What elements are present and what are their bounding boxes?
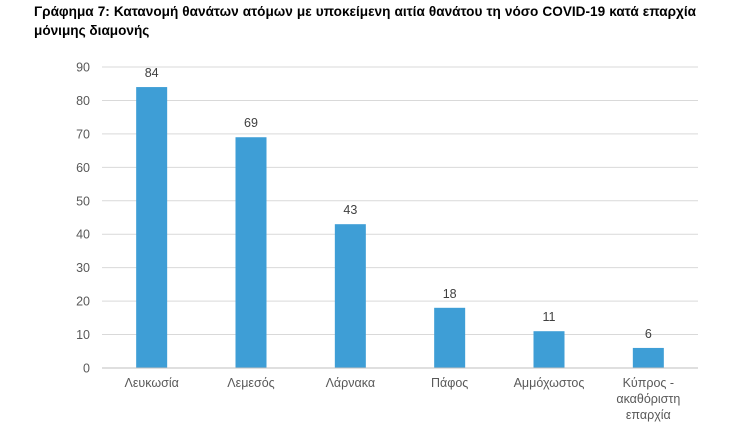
y-tick-label: 40 — [76, 228, 90, 242]
category-label: Λεμεσός — [227, 376, 274, 390]
y-tick-label: 80 — [76, 94, 90, 108]
bar — [334, 224, 366, 368]
y-tick-label: 70 — [76, 127, 90, 141]
y-tick-label: 50 — [76, 194, 90, 208]
category-label-line: Αμμόχωστος — [514, 376, 585, 390]
category-label-line: Λεμεσός — [227, 376, 274, 390]
y-tick-label: 0 — [83, 362, 90, 376]
data-label: 84 — [145, 66, 159, 80]
y-axis-ticks: 0 10 20 30 40 50 60 70 80 90 — [76, 61, 90, 376]
data-label: 11 — [543, 310, 556, 324]
category-label-line: επαρχία — [626, 408, 671, 422]
y-tick-label: 90 — [76, 61, 90, 75]
bar — [136, 87, 168, 369]
bar — [632, 347, 664, 368]
y-tick-label: 30 — [76, 261, 90, 275]
bar — [434, 307, 466, 368]
y-tick-label: 20 — [76, 295, 90, 309]
category-label-line: Λάρνακα — [326, 376, 376, 390]
data-label: 69 — [244, 116, 258, 130]
category-label-line: Κύπρος - — [623, 376, 675, 390]
y-tick-label: 10 — [76, 328, 90, 342]
category-label: Λευκωσία — [124, 376, 178, 390]
data-labels: 84 69 43 18 11 6 — [145, 66, 652, 341]
category-label-line: Λευκωσία — [124, 376, 178, 390]
data-label: 18 — [443, 287, 457, 301]
bar — [533, 331, 565, 368]
gridlines — [102, 66, 698, 336]
data-label: 43 — [343, 203, 357, 217]
y-tick-label: 60 — [76, 161, 90, 175]
category-label: Πάφος — [431, 376, 468, 390]
category-labels: Λευκωσία Λεμεσός Λάρνακα Πάφος Αμμόχωστος Κύπ… — [124, 376, 680, 422]
bars — [136, 87, 664, 369]
category-label: Λάρνακα — [326, 376, 376, 390]
bar — [235, 137, 267, 368]
category-label: Κύπρος - ακαθόριστη επαρχία — [616, 376, 680, 422]
category-label: Αμμόχωστος — [514, 376, 585, 390]
category-label-line: ακαθόριστη — [616, 392, 680, 406]
data-label: 6 — [645, 327, 652, 341]
category-label-line: Πάφος — [431, 376, 468, 390]
chart-title: Γράφημα 7: Κατανομή θανάτων ατόμων με υπ… — [34, 4, 696, 38]
